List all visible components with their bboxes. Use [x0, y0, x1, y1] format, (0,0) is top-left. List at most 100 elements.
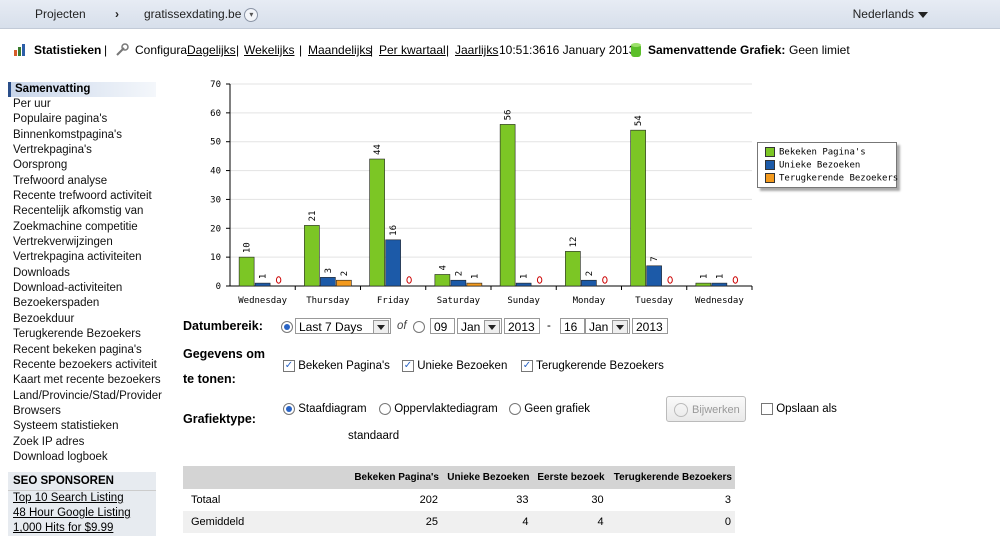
yearly-link[interactable]: Jaarlijks: [455, 43, 498, 57]
sidebar-item[interactable]: Recentelijk afkomstig van: [13, 205, 144, 218]
summary-chart-value: Geen limiet: [789, 43, 850, 57]
sidebar-item[interactable]: Vertrekverwijzingen: [13, 236, 113, 249]
sidebar-item[interactable]: Vertrekpagina's: [13, 144, 92, 157]
chart-type-bar-option[interactable]: Staafdiagram: [283, 403, 367, 415]
quarterly-link-text[interactable]: Per kwartaal: [379, 43, 446, 57]
data-label: 21: [308, 211, 318, 222]
config-tab[interactable]: Configura: [135, 43, 188, 57]
x-tick-label: Friday: [377, 296, 410, 306]
sidebar-item[interactable]: Browsers: [13, 404, 61, 417]
sidebar-heading-summary[interactable]: Samenvatting: [8, 82, 156, 97]
sidebar-item[interactable]: Zoek IP adres: [13, 435, 85, 448]
daily-link[interactable]: Dagelijks: [187, 43, 236, 57]
show-unique-option[interactable]: ✓ Unieke Bezoeken: [402, 360, 507, 372]
checkbox-checked-icon[interactable]: ✓: [402, 360, 414, 372]
dropdown-arrow-icon: [612, 320, 628, 334]
data-show-label-line1: Gegevens om: [183, 347, 265, 361]
range-preset-radio[interactable]: [281, 321, 293, 333]
save-as-default-option[interactable]: Opslaan als: [761, 403, 837, 415]
weekly-link[interactable]: Wekelijks: [244, 43, 294, 57]
sidebar-item[interactable]: Binnenkomstpagina's: [13, 128, 122, 141]
seo-link[interactable]: Top 10 Search Listing: [13, 492, 124, 504]
checkbox-checked-icon[interactable]: ✓: [283, 360, 295, 372]
to-day-input[interactable]: 16: [560, 318, 585, 334]
data-label: 10: [243, 242, 253, 253]
x-tick-label: Wednesday: [238, 296, 287, 306]
from-day-input[interactable]: 09: [430, 318, 455, 334]
seo-sponsors-box: SEO SPONSOREN Top 10 Search Listing 48 H…: [8, 472, 156, 536]
sidebar-item[interactable]: Recente trefwoord activiteit: [13, 190, 152, 203]
sidebar-item[interactable]: Terugkerende Bezoekers: [13, 328, 141, 341]
summary-chart-label: Samenvattende Grafiek:: [648, 43, 786, 57]
show-views-option[interactable]: ✓ Bekeken Pagina's: [283, 360, 390, 372]
table-header: Bekeken Pagina's: [349, 466, 442, 489]
monthly-link[interactable]: Maandelijks: [308, 43, 371, 57]
seo-sponsors-title: SEO SPONSOREN: [8, 472, 156, 491]
radio-icon[interactable]: [509, 403, 521, 415]
chart-type-none-option[interactable]: Geen grafiek: [509, 403, 590, 415]
chevron-down-icon[interactable]: ▾: [244, 7, 259, 22]
date-dash: -: [547, 320, 551, 332]
data-label: 2: [454, 271, 464, 276]
sidebar-item[interactable]: Populaire pagina's: [13, 113, 108, 126]
sidebar-item[interactable]: Bezoekduur: [13, 312, 75, 325]
seo-link[interactable]: 48 Hour Google Listing: [13, 507, 131, 519]
caret-down-icon: [918, 11, 928, 18]
checkbox-icon[interactable]: [761, 403, 773, 415]
radio-icon[interactable]: [379, 403, 391, 415]
sidebar-item[interactable]: Land/Provincie/Stad/Provider: [13, 389, 162, 402]
sidebar-item[interactable]: Trefwoord analyse: [13, 174, 108, 187]
from-year-input[interactable]: 2013: [504, 318, 540, 334]
table-row: Totaal 202 33 30 3: [183, 489, 735, 511]
checkbox-checked-icon[interactable]: ✓: [521, 360, 533, 372]
projects-link[interactable]: Projecten: [35, 7, 86, 21]
sidebar-item[interactable]: Zoekmachine competitie: [13, 220, 138, 233]
sidebar-item[interactable]: Recente bezoekers activiteit: [13, 358, 157, 371]
site-selector[interactable]: gratissexdating.be ▾: [144, 7, 259, 22]
nav-divider: |: [299, 43, 303, 57]
data-label: 1: [715, 274, 725, 279]
from-month-select[interactable]: Jan: [457, 318, 502, 334]
sidebar-item[interactable]: Downloads: [13, 266, 70, 279]
x-tick-label: Monday: [573, 296, 606, 306]
y-tick-label: 10: [210, 253, 221, 263]
quarterly-link[interactable]: Per kwartaal: [379, 43, 446, 57]
sidebar-item[interactable]: Oorsprong: [13, 159, 68, 172]
legend-swatch: [765, 147, 775, 157]
bar: [515, 282, 532, 287]
chart-type-area-option[interactable]: Oppervlaktediagram: [379, 403, 498, 415]
sidebar-item[interactable]: Per uur: [13, 98, 51, 110]
table-cell: 33: [516, 494, 529, 506]
sidebar-item[interactable]: Download-activiteiten: [13, 282, 123, 295]
sidebar-item[interactable]: Vertrekpagina activiteiten: [13, 251, 142, 264]
stats-tab[interactable]: Statistieken: [34, 43, 102, 57]
sidebar-item[interactable]: Kaart met recente bezoekers: [13, 374, 161, 387]
weekly-link-text[interactable]: Wekelijks: [244, 43, 295, 57]
to-month-select[interactable]: Jan: [585, 318, 630, 334]
zero-marker: [275, 276, 282, 284]
zero-marker: [406, 276, 412, 284]
sidebar-item[interactable]: Bezoekerspaden: [13, 297, 100, 310]
radio-selected-icon[interactable]: [283, 403, 295, 415]
yearly-link-text[interactable]: Jaarlijks: [455, 43, 499, 57]
data-label: 7: [650, 256, 660, 261]
show-returning-option[interactable]: ✓ Terugkerende Bezoekers: [521, 360, 664, 372]
sidebar-item[interactable]: Download logboek: [13, 450, 108, 463]
language-selector[interactable]: Nederlands: [853, 7, 928, 21]
legend-swatch: [765, 160, 775, 170]
sidebar-item[interactable]: Recent bekeken pagina's: [13, 343, 142, 356]
monthly-link-text[interactable]: Maandelijks: [308, 43, 372, 57]
legend-item: Bekeken Pagina's: [765, 147, 866, 159]
seo-link[interactable]: 1,000 Hits for $9.99: [13, 522, 114, 534]
dropdown-arrow-icon: [484, 320, 500, 334]
to-year-input[interactable]: 2013: [632, 318, 668, 334]
daily-link-text[interactable]: Dagelijks: [187, 43, 236, 57]
show-unique-label: Unieke Bezoeken: [417, 360, 508, 373]
legend-item: Unieke Bezoeken: [765, 160, 860, 172]
data-label: 56: [504, 110, 514, 121]
range-preset-select[interactable]: Last 7 Days: [295, 318, 391, 334]
range-custom-radio[interactable]: [413, 321, 425, 333]
update-button[interactable]: Bijwerken: [666, 396, 746, 422]
breadcrumb-separator: ›: [115, 7, 119, 21]
sidebar-item[interactable]: Systeem statistieken: [13, 420, 119, 433]
